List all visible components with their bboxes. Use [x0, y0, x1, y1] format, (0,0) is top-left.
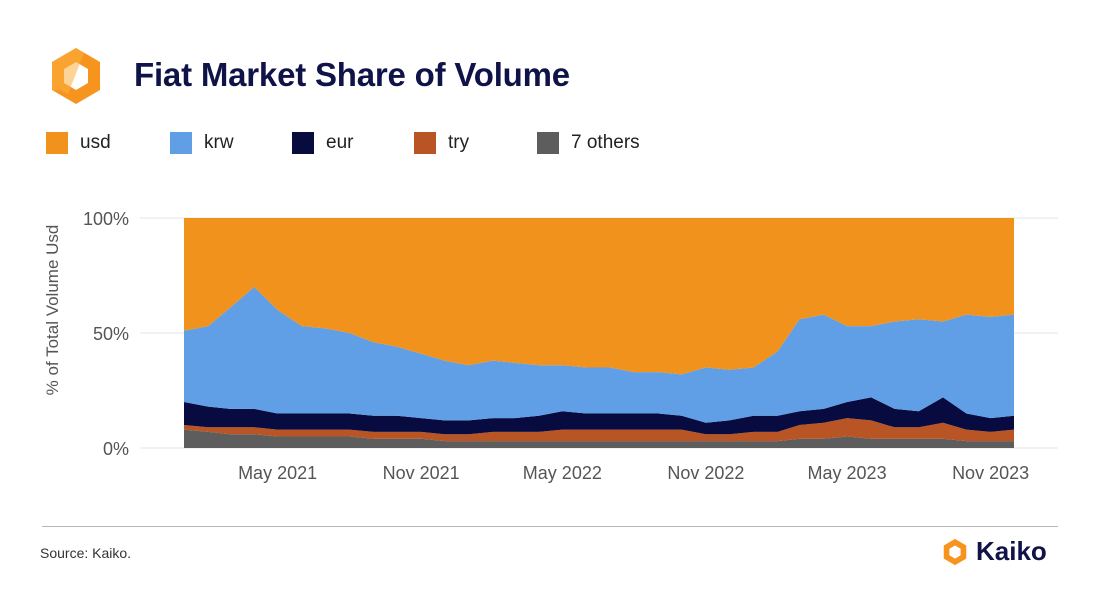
- legend-label-usd: usd: [80, 132, 111, 153]
- x-tick-label: Nov 2021: [383, 463, 460, 483]
- source-note: Source: Kaiko.: [40, 545, 132, 561]
- page-title: Fiat Market Share of Volume: [134, 56, 570, 93]
- kaiko-logo-icon: [52, 48, 100, 104]
- legend-swatch-others: [537, 132, 559, 154]
- x-tick-label: Nov 2022: [667, 463, 744, 483]
- area-series-eur: [184, 397, 1014, 435]
- y-tick-label: 0%: [103, 439, 129, 459]
- area-series-others: [184, 429, 1014, 448]
- kaiko-mark-icon: [943, 538, 967, 565]
- legend-swatch-try: [414, 132, 436, 154]
- brand-name: Kaiko: [976, 536, 1047, 566]
- stacked-area-chart: 0% 50% 100% May 2021 Nov 2021 May 2022 Nov 202…: [43, 209, 1058, 483]
- x-tick-label: May 2022: [523, 463, 602, 483]
- legend-item-krw: krw: [170, 132, 234, 154]
- legend-swatch-krw: [170, 132, 192, 154]
- legend-item-usd: usd: [46, 132, 111, 154]
- chart-areas: [184, 218, 1014, 448]
- x-tick-label: Nov 2023: [952, 463, 1029, 483]
- y-tick-label: 50%: [93, 324, 129, 344]
- brand-logo: Kaiko: [940, 536, 1047, 567]
- area-series-krw: [184, 287, 1014, 423]
- legend-item-try: try: [414, 132, 469, 154]
- footer-divider: [42, 526, 1058, 527]
- legend-item-eur: eur: [292, 132, 353, 154]
- legend-swatch-eur: [292, 132, 314, 154]
- y-axis-label: % of Total Volume Usd: [43, 225, 62, 396]
- chart-ticks: 0% 50% 100% May 2021 Nov 2021 May 2022 Nov 202…: [83, 209, 1029, 483]
- legend-label-others: 7 others: [571, 132, 640, 153]
- legend-item-others: 7 others: [537, 132, 640, 154]
- area-series-usd: [184, 218, 1014, 375]
- legend-label-krw: krw: [204, 132, 234, 153]
- legend-swatch-usd: [46, 132, 68, 154]
- y-tick-label: 100%: [83, 209, 129, 229]
- x-tick-label: May 2023: [808, 463, 887, 483]
- x-tick-label: May 2021: [238, 463, 317, 483]
- legend-label-eur: eur: [326, 132, 354, 153]
- legend-label-try: try: [448, 132, 470, 153]
